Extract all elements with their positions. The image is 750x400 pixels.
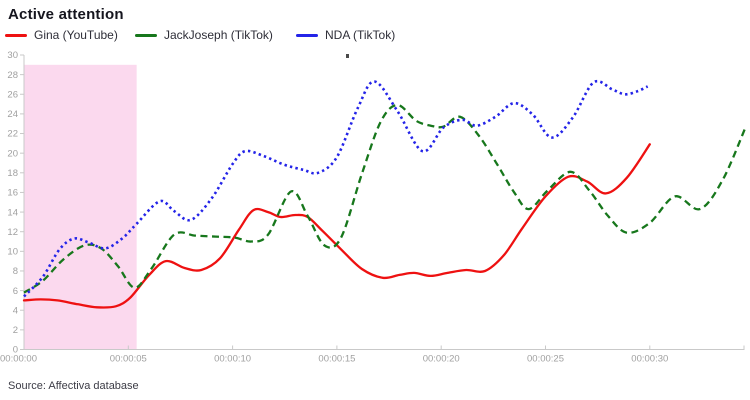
- y-tick-label: 8: [13, 266, 18, 277]
- x-tick-label: 00:00:05: [110, 354, 147, 365]
- legend-swatch-green: [135, 33, 157, 37]
- x-tick-label: 00:00:20: [423, 354, 460, 365]
- legend-label: Gina (YouTube): [34, 28, 118, 42]
- series-line-jackjoseph: [23, 103, 747, 294]
- legend-label: JackJoseph (TikTok): [164, 28, 273, 42]
- y-tick-label: 20: [7, 148, 18, 159]
- y-tick-label: 22: [7, 129, 18, 140]
- y-tick-label: 14: [7, 207, 18, 218]
- legend-swatch-blue: [296, 33, 318, 37]
- chart-title: Active attention: [8, 6, 124, 23]
- legend-item-gina[interactable]: Gina (YouTube): [5, 27, 118, 43]
- x-tick-label: 00:00:00: [0, 354, 37, 365]
- y-tick-label: 28: [7, 70, 18, 81]
- series-line-nda: [23, 79, 649, 298]
- y-tick-label: 24: [7, 109, 18, 120]
- legend-label: NDA (TikTok): [325, 28, 396, 42]
- x-tick-label: 00:00:10: [214, 354, 251, 365]
- y-tick-label: 18: [7, 168, 18, 179]
- y-tick-label: 10: [7, 247, 18, 258]
- y-tick-label: 16: [7, 188, 18, 199]
- clipped-marker-artifact: [346, 54, 349, 58]
- legend-item-jackjoseph[interactable]: JackJoseph (TikTok): [135, 27, 273, 43]
- x-tick-label: 00:00:25: [527, 354, 564, 365]
- y-tick-label: 4: [13, 305, 18, 316]
- y-tick-label: 6: [13, 286, 18, 297]
- source-note: Source: Affectiva database: [8, 380, 139, 392]
- y-tick-label: 2: [13, 325, 18, 336]
- y-tick-label: 26: [7, 89, 18, 100]
- highlight-region: [24, 64, 137, 350]
- legend-swatch-red: [5, 33, 27, 37]
- series-line-gina: [22, 143, 651, 309]
- x-tick-label: 00:00:30: [631, 354, 668, 365]
- y-tick-label: 12: [7, 227, 18, 238]
- legend: Gina (YouTube) JackJoseph (TikTok) NDA (…: [0, 27, 750, 43]
- y-tick-label: 30: [7, 50, 18, 61]
- legend-item-nda[interactable]: NDA (TikTok): [296, 27, 395, 43]
- y-tick-label: 0: [13, 345, 18, 356]
- x-tick-label: 00:00:15: [318, 354, 355, 365]
